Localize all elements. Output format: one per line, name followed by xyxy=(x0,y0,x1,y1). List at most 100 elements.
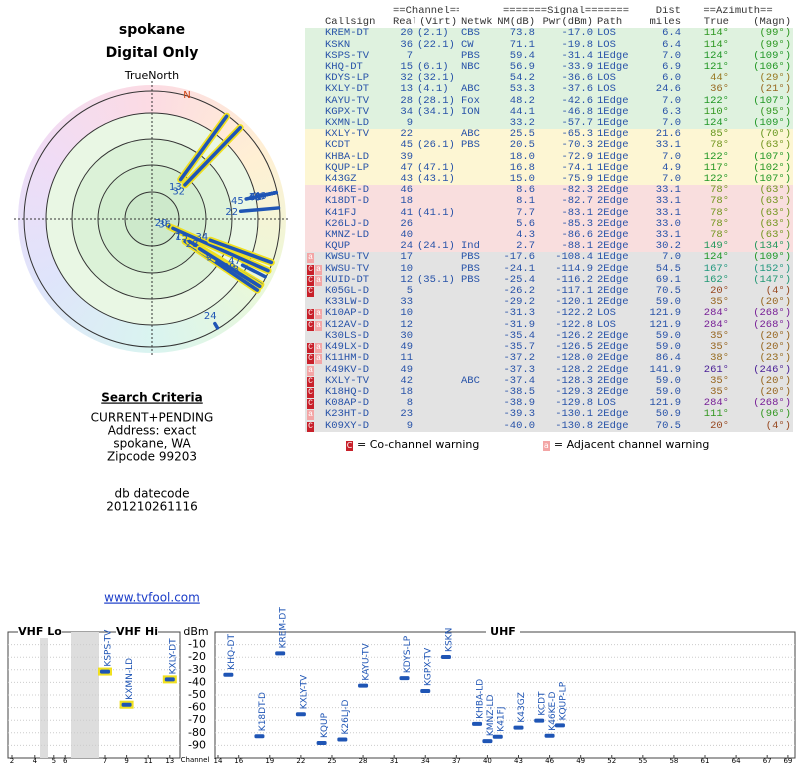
cell: -120.1 xyxy=(555,297,593,309)
cell xyxy=(459,331,495,342)
cell: (63°) xyxy=(759,230,791,242)
cell xyxy=(415,331,459,342)
cell: 33.1 xyxy=(655,196,681,208)
cell: 284° xyxy=(703,319,729,331)
warning-cell xyxy=(305,51,323,62)
cell: (63°) xyxy=(759,185,791,197)
cell: LOS xyxy=(597,319,616,331)
cell xyxy=(459,73,495,84)
cell xyxy=(415,353,459,364)
x-tick-label: 67 xyxy=(763,757,772,765)
station-line xyxy=(213,321,220,330)
station-mark xyxy=(223,672,234,677)
cell: 7.0 xyxy=(662,252,681,264)
station-row: C K05GL-D 5 -26.2 -117.1 2Edge 70.5 20° (4°) xyxy=(305,286,793,298)
cell: (63°) xyxy=(759,140,791,152)
station-row: KQUP 24 (24.1) Ind 2.7 -88.1 2Edge 30.2 149° (134… xyxy=(305,241,793,253)
station-name: KHQ-DT xyxy=(227,634,237,670)
cell: (20°) xyxy=(759,375,791,387)
cell: -38.9 xyxy=(503,398,535,410)
cell xyxy=(415,387,459,398)
station-row: KDYS-LP 32 (32.1) 54.2 -36.6 LOS 6.0 44° (29°) xyxy=(305,73,793,85)
cell: -108.4 xyxy=(555,252,593,264)
station-row: KXMN-LD 9 33.2 -57.7 1Edge 7.0 124° (109°) xyxy=(305,118,793,130)
cell: 117° xyxy=(703,162,729,174)
cell: 5.6 xyxy=(516,218,535,230)
cell xyxy=(459,208,495,219)
criteria-line: Zipcode 99203 xyxy=(107,450,197,464)
cell: 24 xyxy=(400,241,413,253)
cell: 284° xyxy=(703,308,729,320)
station-name: KAYU-TV xyxy=(362,642,372,680)
cell xyxy=(459,118,495,129)
cell: -122.8 xyxy=(555,319,593,331)
station-name: K46KE-D xyxy=(548,692,558,731)
station-row: KXLY-DT 13 (4.1) ABC 53.3 -37.6 LOS 24.6 36° (21°… xyxy=(305,84,793,96)
cell: 10 xyxy=(400,263,413,275)
cell: 59.0 xyxy=(655,330,681,342)
cell: 33.0 xyxy=(655,218,681,230)
cell: KMNZ-LD xyxy=(325,230,370,242)
y-tick-label: -20 xyxy=(188,650,206,663)
cell: (47.1) xyxy=(417,162,455,174)
station-label: 45 xyxy=(231,196,244,207)
cell: 33.1 xyxy=(655,230,681,242)
cell xyxy=(459,342,495,353)
station-label: 26 xyxy=(252,191,265,202)
cell: -82.3 xyxy=(561,185,593,197)
x-tick-label: 37 xyxy=(452,757,461,765)
cell: 36° xyxy=(710,84,729,96)
cell: 38° xyxy=(710,353,729,365)
cell: -86.6 xyxy=(561,230,593,242)
station-label: 20 xyxy=(155,218,168,229)
cell: -25.4 xyxy=(503,274,535,286)
cell: -130.1 xyxy=(555,409,593,421)
cell xyxy=(459,320,495,331)
cell xyxy=(415,185,459,196)
cell: (106°) xyxy=(753,62,791,74)
station-name: KSPS-TV xyxy=(104,629,114,667)
station-mark xyxy=(472,721,483,726)
cell: 2Edge xyxy=(597,409,629,421)
site-link[interactable]: www.tvfool.com xyxy=(104,591,200,605)
warning-mark: C xyxy=(307,320,314,331)
warning-cell xyxy=(305,28,323,39)
cell: 8 xyxy=(406,398,413,410)
cell: 7.7 xyxy=(516,207,535,219)
cell: 15 xyxy=(400,62,413,74)
station-label: 18 xyxy=(249,192,262,203)
cell xyxy=(415,409,459,420)
station-name: K43GZ xyxy=(517,692,527,723)
cell: -17.0 xyxy=(561,28,593,40)
cell: KXMN-LD xyxy=(325,118,370,130)
cell xyxy=(459,152,495,163)
cell: -35.4 xyxy=(503,330,535,342)
station-name: KXLY-DT xyxy=(168,638,178,674)
header-row: Callsign Real (Virt) Netwk NM(dB) Pwr(dBm) Pat… xyxy=(305,17,793,28)
cell: 45 xyxy=(400,140,413,152)
legend: C = Co-channel warning a = Adjacent channe… xyxy=(346,438,713,451)
cell: ABC xyxy=(461,129,480,141)
column-header: Callsign xyxy=(325,17,376,29)
warning-mark: C xyxy=(307,343,314,354)
warning-cell xyxy=(305,196,323,207)
cell: 28 xyxy=(400,95,413,107)
warning-cell: C xyxy=(305,387,323,398)
station-line xyxy=(183,125,242,187)
warning-cell xyxy=(305,84,323,95)
station-label: 28 xyxy=(186,239,199,250)
warning-cell: a xyxy=(305,409,323,421)
station-row: KSKN 36 (22.1) CW 71.1 -19.8 LOS 6.4 114° (99°) xyxy=(305,39,793,51)
cell: K30LS-D xyxy=(325,330,370,342)
cell: 9 xyxy=(406,420,413,432)
station-mark xyxy=(100,669,110,674)
cell: K18DT-D xyxy=(325,196,370,208)
station-label: 22 xyxy=(225,207,238,218)
cell: -31.9 xyxy=(503,319,535,331)
cell: -37.4 xyxy=(503,375,535,387)
cell: (6.1) xyxy=(417,62,449,74)
cell: CBS xyxy=(461,28,480,40)
cell: -128.3 xyxy=(555,375,593,387)
